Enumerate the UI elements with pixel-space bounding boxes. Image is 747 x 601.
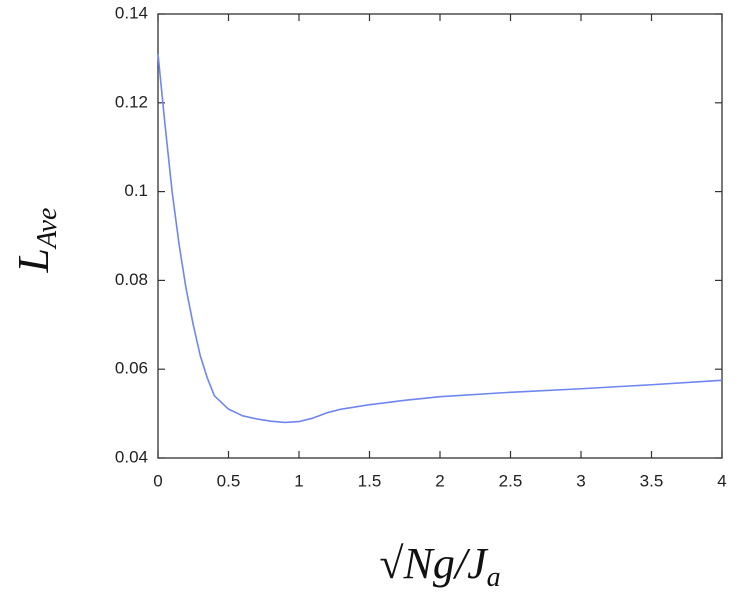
y-tick-label: 0.14 [115,3,148,22]
y-tick-label: 0.12 [115,92,148,111]
y-tick-label: 0.04 [115,447,148,466]
plot-frame [157,13,723,459]
x-tick-label: 2 [435,471,444,490]
x-tick-label: 1 [294,471,303,490]
y-axis-label: LAve [9,208,63,274]
x-tick-label: 1.5 [358,471,382,490]
x-axis-label-main: √Ng/J [379,539,489,588]
y-tick-label: 0.1 [124,181,148,200]
x-tick-label: 3 [576,471,585,490]
x-tick-label: 3.5 [640,471,664,490]
y-tick-label: 0.08 [115,270,148,289]
y-axis-label-sub: Ave [32,208,63,250]
y-tick-label: 0.06 [115,359,148,378]
y-axis-label-main: L [9,248,58,273]
x-tick-label: 4 [717,471,726,490]
x-tick-label: 2.5 [499,471,523,490]
x-axis-label-sub: a [487,562,501,593]
x-axis-label: √Ng/Ja [379,539,500,593]
x-tick-label: 0.5 [217,471,241,490]
x-tick-label: 0 [153,471,162,490]
data-line [157,53,723,424]
